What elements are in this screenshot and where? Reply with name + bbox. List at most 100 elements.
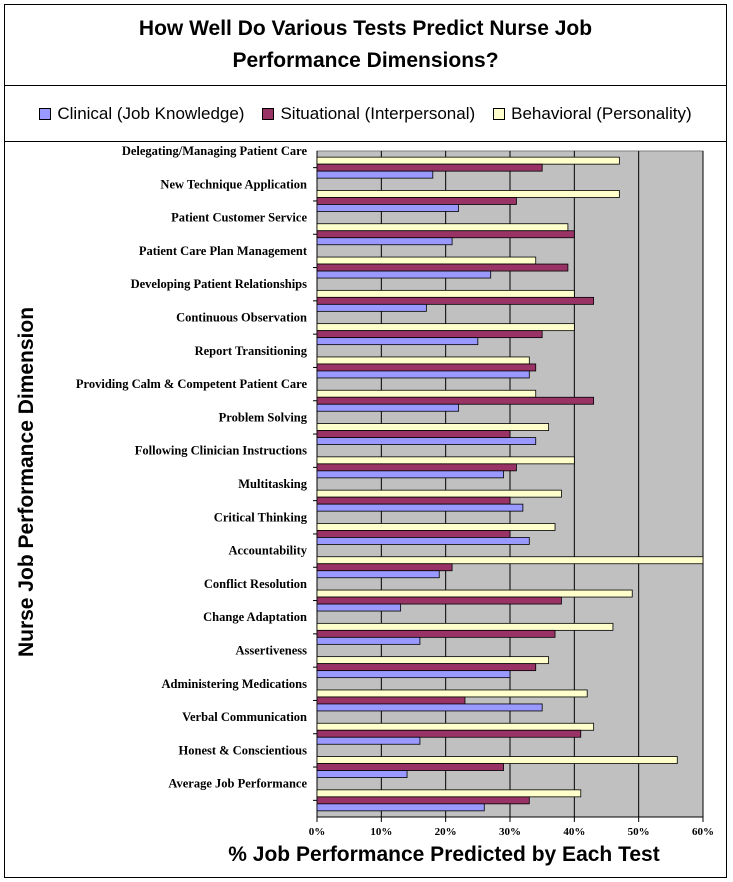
bar-clinical [316,670,511,679]
category-label: Providing Calm & Competent Patient Care [76,377,308,391]
bar-behavioral [316,622,614,631]
bar-situational [316,430,511,438]
bar-clinical [316,204,459,212]
bar-clinical [316,337,479,346]
bar-behavioral [316,156,620,165]
category-label: Assertiveness [235,644,307,658]
bar-behavioral [316,756,678,764]
bar-clinical [316,770,408,778]
bar-clinical [316,270,492,279]
bar-behavioral [316,323,575,332]
category-label: Continuous Observation [176,311,307,325]
bar-behavioral [316,489,562,498]
bar-situational [316,763,504,771]
bar-clinical [316,303,427,312]
bar-behavioral [316,689,588,698]
bar-behavioral [316,256,537,265]
bar-situational [316,663,537,672]
category-label: Following Clinician Instructions [135,444,307,458]
bar-clinical [316,403,459,412]
bar-clinical [316,603,402,612]
bar-situational [316,230,575,239]
bar-behavioral [316,423,550,431]
category-label: Report Transitioning [195,344,308,358]
bar-clinical [316,470,504,479]
x-tick-label: 40% [563,826,585,838]
bar-behavioral [316,389,537,398]
bar-clinical [316,803,485,812]
legend-label-situational: Situational (Interpersonal) [280,103,476,123]
bar-situational [316,396,595,405]
category-label: Verbal Communication [182,710,307,724]
bar-behavioral [316,556,704,565]
bar-situational [316,296,595,305]
bar-clinical [316,537,530,545]
bar-situational [316,563,453,572]
category-label: Change Adaptation [203,610,307,624]
category-label: Patient Care Plan Management [139,244,308,258]
category-label: Honest & Conscientious [179,743,308,757]
legend-swatch-situational [262,107,275,120]
bar-behavioral [316,289,575,298]
legend-swatch-clinical [39,107,52,120]
bar-situational [316,729,582,738]
bar-behavioral [316,356,530,365]
category-label: Critical Thinking [214,510,308,524]
bar-situational [316,496,511,505]
bar-situational [316,263,569,272]
bar-behavioral [316,523,556,531]
legend-label-clinical: Clinical (Job Knowledge) [57,103,245,123]
bar-clinical [316,736,421,745]
bar-clinical [316,703,543,712]
bar-situational [316,530,511,538]
bar-clinical [316,170,434,179]
y-axis-title: Nurse Job Performance Dimension [15,307,38,657]
category-label: Multitasking [238,477,308,491]
bar-situational [316,596,562,605]
bar-situational [316,330,543,339]
category-label: Administering Medications [162,677,308,691]
x-tick-label: 20% [435,826,457,838]
x-axis-title: % Job Performance Predicted by Each Test [228,843,659,866]
legend-item-situational: Situational (Interpersonal) [262,104,475,124]
chart-title: How Well Do Various Tests Predict Nurse … [138,16,593,72]
bar-behavioral [316,656,550,665]
legend-swatch-behavioral [493,107,506,120]
legend-item-behavioral: Behavioral (Personality) [493,103,692,124]
category-label: Delegating/Managing Patient Care [122,144,308,158]
bar-behavioral [316,456,575,465]
title-box: How Well Do Various Tests Predict Nurse … [4,4,727,86]
bar-behavioral [316,223,569,232]
bar-clinical [316,437,537,445]
bar-clinical [316,570,440,579]
bar-situational [316,696,466,705]
legend-item-clinical: Clinical (Job Knowledge) [39,104,244,124]
category-label: Developing Patient Relationships [131,277,308,291]
bar-clinical [316,237,453,246]
bar-clinical [316,503,524,512]
bar-behavioral [316,722,595,731]
bar-behavioral [316,190,620,198]
bar-situational [316,163,543,172]
category-label: Patient Customer Service [171,211,307,225]
bar-situational [316,197,517,205]
x-tick-label: 0% [309,826,326,838]
category-label: Problem Solving [219,410,308,424]
x-tick-label: 50% [628,826,650,838]
bar-clinical [316,636,421,645]
x-tick-label: 60% [692,826,714,838]
x-tick-label: 10% [370,826,392,838]
legend-label-behavioral: Behavioral (Personality) [511,103,692,123]
bar-situational [316,796,530,805]
bar-behavioral [316,589,633,598]
bar-situational [316,463,517,472]
category-label: Accountability [229,544,308,558]
bar-situational [316,629,556,638]
bar-behavioral [316,789,582,798]
bar-clinical [316,370,530,379]
x-tick-label: 30% [499,826,521,838]
legend: Clinical (Job Knowledge) Situational (In… [4,86,727,142]
category-label: Average Job Performance [168,777,307,791]
category-label: Conflict Resolution [204,577,307,591]
